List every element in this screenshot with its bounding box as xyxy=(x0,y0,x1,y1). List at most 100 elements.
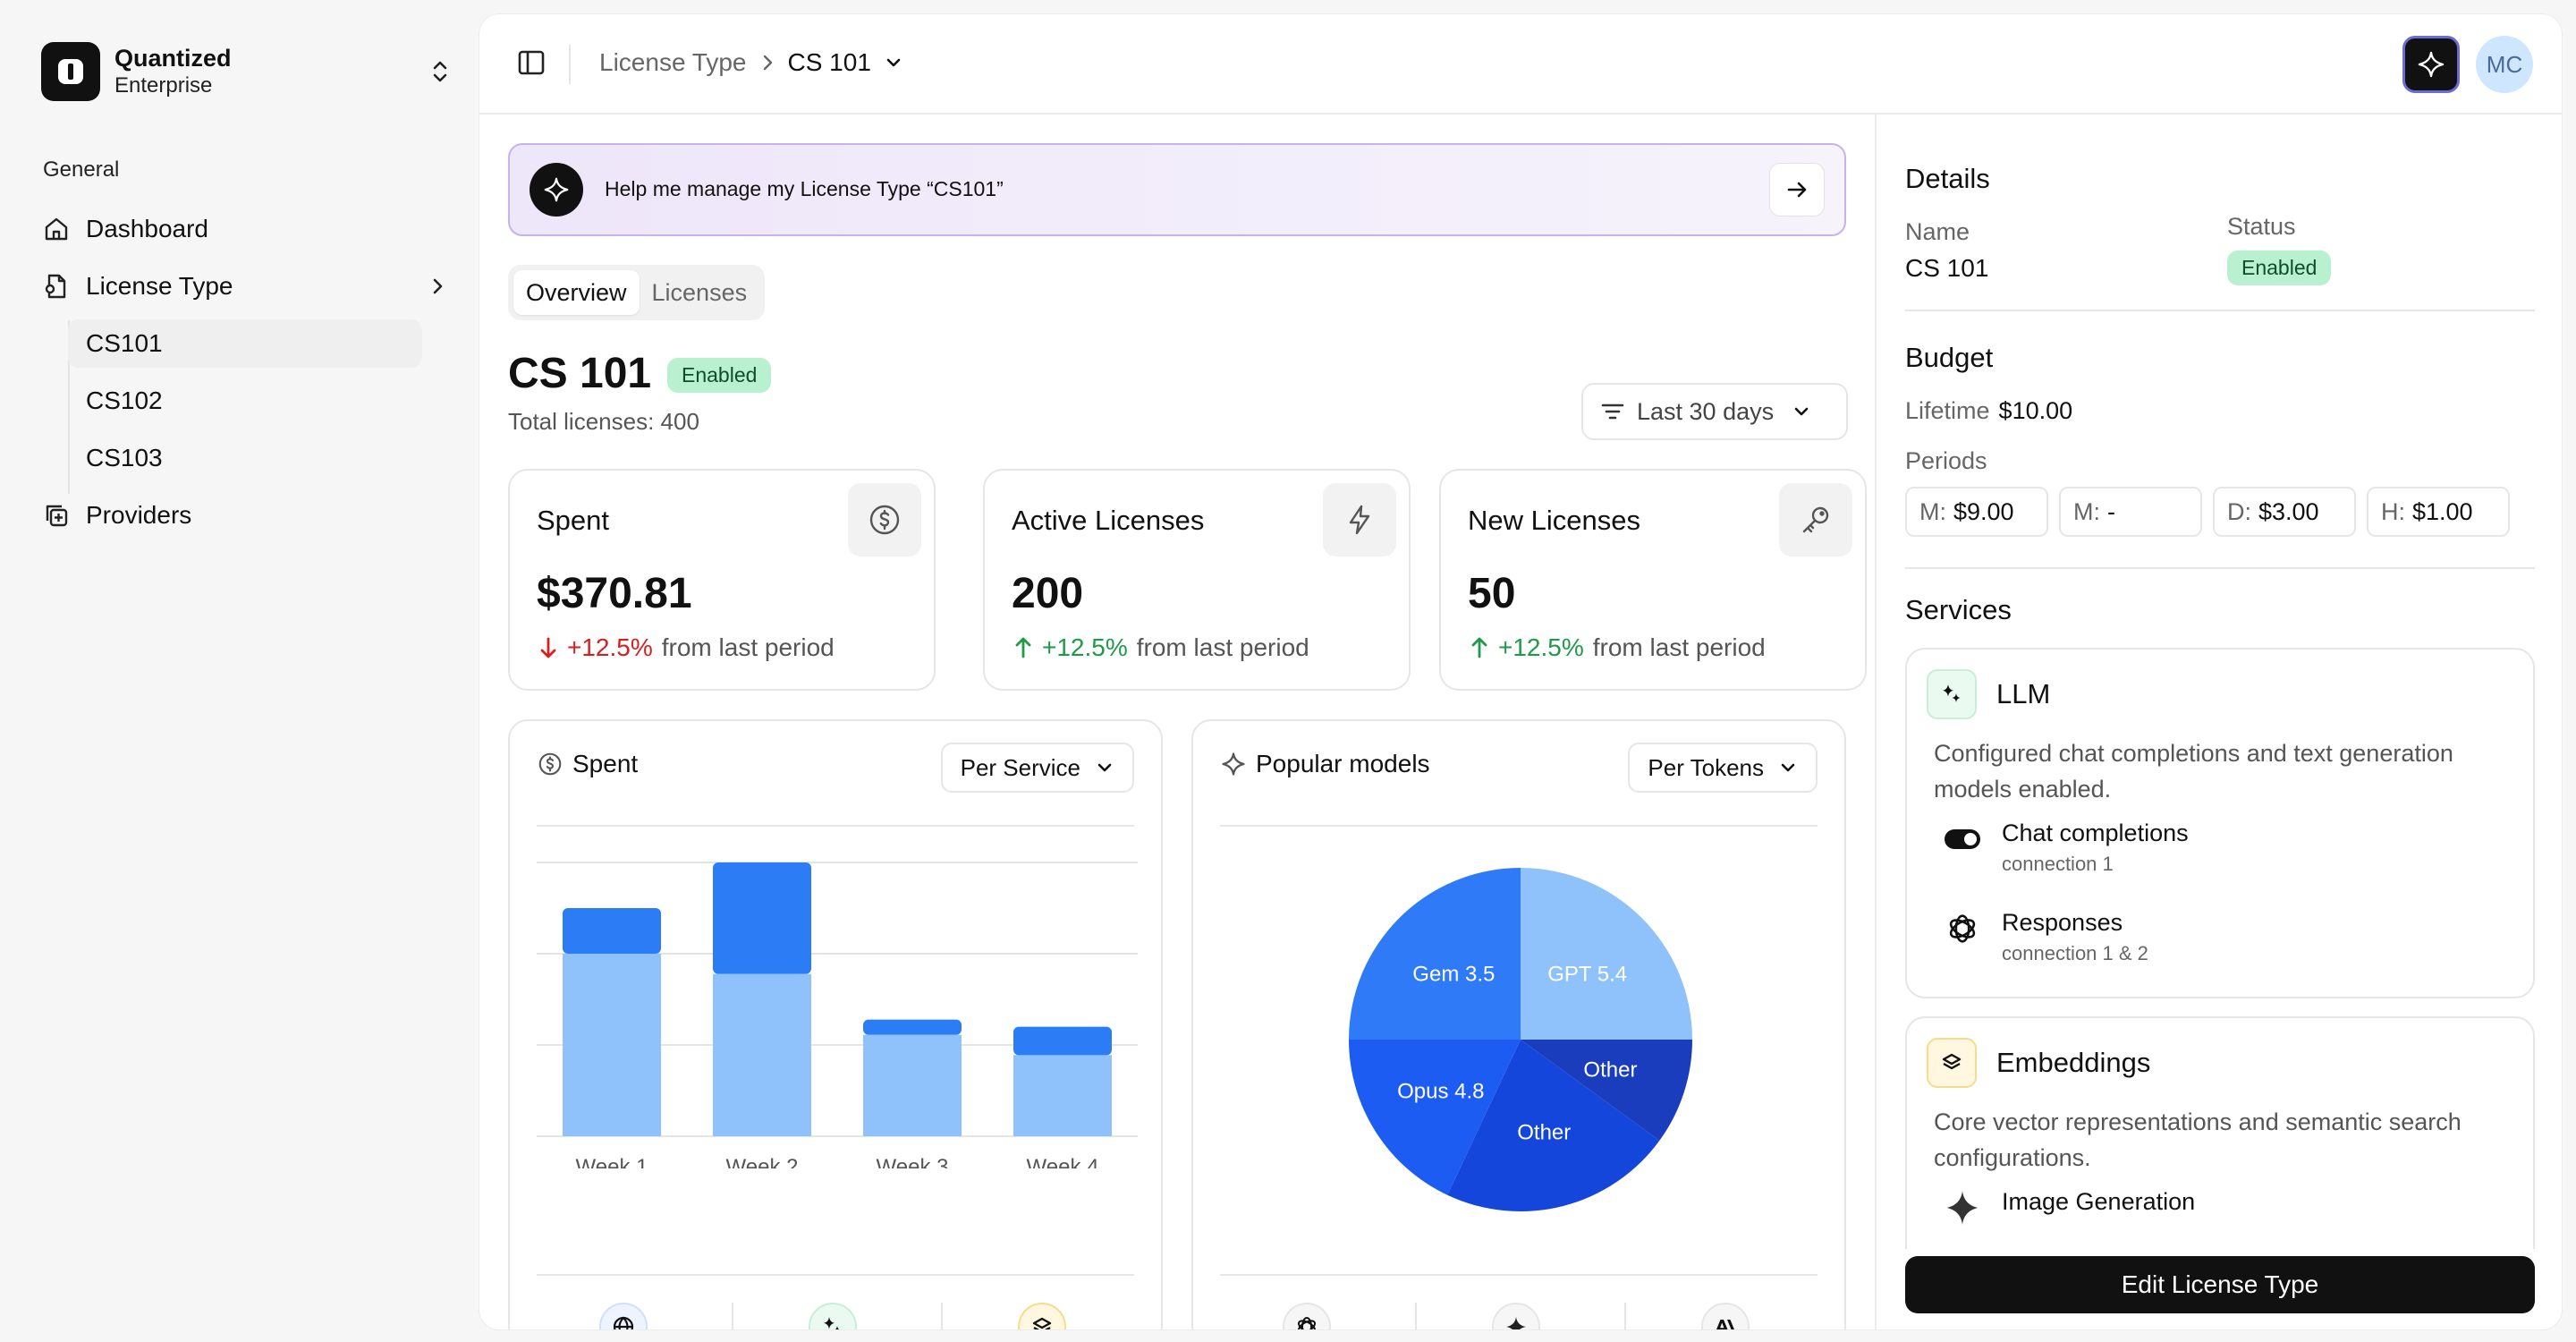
pie-slice-label: Opus 4.8 xyxy=(1397,1080,1484,1104)
models-pie-chart: GPT 5.4 Other Other Opus 4.8 Gem 3.5 xyxy=(1349,868,1692,1211)
sparkle-icon xyxy=(530,163,583,217)
sidebar-toggle-icon[interactable] xyxy=(515,47,547,79)
org-switcher[interactable]: Quantized Enterprise xyxy=(41,39,453,104)
stat-change: +12.5% from last period xyxy=(1012,633,1309,662)
x-tick-label: Week 1 xyxy=(576,1155,648,1168)
pie-slice-label: Other xyxy=(1583,1058,1637,1083)
anthropic-icon[interactable] xyxy=(1701,1303,1750,1329)
layers-icon[interactable] xyxy=(1018,1303,1066,1329)
page-title: CS 101 xyxy=(508,350,652,397)
period-monthly: M: $9.00 xyxy=(1905,487,2048,537)
tab-overview[interactable]: Overview xyxy=(513,270,640,315)
stat-change: +12.5% from last period xyxy=(537,633,835,662)
pie-slice-1[interactable] xyxy=(1521,1040,1692,1141)
spent-chart-card: Spent Per Service Week 1 Week 2 Week 3 Week… xyxy=(508,719,1163,1329)
date-range-filter[interactable]: Last 30 days xyxy=(1581,383,1848,440)
ai-assistant-button[interactable] xyxy=(2402,36,2460,93)
divider xyxy=(1905,310,2535,311)
org-logo xyxy=(41,42,100,101)
breadcrumb-current[interactable]: CS 101 xyxy=(787,48,871,76)
arrow-up-icon xyxy=(1012,635,1035,660)
service-name: LLM xyxy=(1996,678,2051,709)
chart-title-text: Spent xyxy=(572,750,639,777)
sidebar-subitem-cs101[interactable]: CS101 xyxy=(68,319,422,368)
chevron-up-down-icon[interactable] xyxy=(428,57,453,86)
popular-models-card: Popular models Per Tokens GPT 5.4 Other Ot… xyxy=(1191,719,1846,1329)
chevron-down-icon xyxy=(1778,758,1798,777)
stat-change-suffix: from last period xyxy=(1136,633,1309,661)
x-tick-label: Week 2 xyxy=(726,1155,799,1168)
sub-nav-guide xyxy=(68,320,70,494)
bar-week-2-s1[interactable] xyxy=(713,862,811,974)
avatar[interactable]: MC xyxy=(2476,36,2533,93)
arrow-up-icon xyxy=(1468,635,1491,660)
name-value: CS 101 xyxy=(1905,254,1989,282)
feature-chat-completions[interactable]: Chat completions connection 1 xyxy=(1943,820,2189,876)
feature-title: Image Generation xyxy=(2002,1188,2196,1215)
stat-card-spent: Spent $370.81 +12.5% from last period xyxy=(508,469,936,691)
sidebar-item-dashboard[interactable]: Dashboard xyxy=(41,204,453,254)
stat-label: Spent xyxy=(537,505,610,536)
sidebar-section-label: General xyxy=(43,157,120,182)
assistant-prompt-banner[interactable]: Help me manage my License Type “CS101” xyxy=(508,143,1846,236)
bar-week-1-s0[interactable] xyxy=(563,954,661,1136)
sparkle-icon xyxy=(2416,49,2446,80)
sidebar-subitem-cs102[interactable]: CS102 xyxy=(86,386,163,414)
services-heading: Services xyxy=(1905,594,2012,625)
service-card-embeddings[interactable]: Embeddings Core vector representations a… xyxy=(1905,1016,2535,1249)
feature-responses[interactable]: Responses connection 1 & 2 xyxy=(1943,909,2148,965)
main-panel: License Type CS 101 MC Help me manage my… xyxy=(479,14,2562,1329)
stat-change-percent: +12.5% xyxy=(567,633,653,661)
divider xyxy=(732,1303,733,1329)
dollar-circle-icon xyxy=(848,483,921,556)
assistant-submit-button[interactable] xyxy=(1769,163,1825,217)
openai-icon[interactable] xyxy=(1283,1303,1331,1329)
details-heading: Details xyxy=(1905,163,1990,194)
tab-licenses[interactable]: Licenses xyxy=(651,278,748,306)
service-card-llm[interactable]: LLM Configured chat completions and text… xyxy=(1905,648,2535,998)
bar-week-3-s0[interactable] xyxy=(863,1034,962,1136)
status-label: Status xyxy=(2227,213,2296,240)
filter-icon xyxy=(1599,399,1626,424)
gemini-icon[interactable] xyxy=(1492,1303,1540,1329)
pie-slice-3[interactable] xyxy=(1349,1040,1521,1195)
lifetime-value: $10.00 xyxy=(1998,397,2073,424)
providers-icon xyxy=(41,500,72,531)
bar-week-3-s1[interactable] xyxy=(863,1019,962,1035)
feature-image-generation[interactable]: Image Generation xyxy=(1943,1188,2195,1227)
stat-change: +12.5% from last period xyxy=(1468,633,1766,662)
sidebar-item-license-type[interactable]: License Type xyxy=(41,261,453,311)
stat-value: $370.81 xyxy=(537,570,692,617)
bar-week-4-s0[interactable] xyxy=(1013,1055,1112,1136)
stat-card-new-licenses: New Licenses 50 +12.5% from last period xyxy=(1439,469,1867,691)
globe-icon[interactable] xyxy=(599,1303,648,1329)
view-tabs: Overview Licenses xyxy=(508,265,766,320)
sidebar-subitem-cs103[interactable]: CS103 xyxy=(86,444,163,471)
pie-slice-4[interactable] xyxy=(1349,868,1521,1040)
bar-week-2-s0[interactable] xyxy=(713,973,811,1136)
per-service-select[interactable]: Per Service xyxy=(940,743,1134,793)
bar-week-4-s1[interactable] xyxy=(1013,1026,1112,1056)
feature-title: Chat completions xyxy=(2002,820,2189,846)
pie-slice-0[interactable] xyxy=(1521,868,1692,1040)
breadcrumb-parent[interactable]: License Type xyxy=(599,48,747,76)
stat-value: 50 xyxy=(1468,570,1516,617)
x-tick-label: Week 3 xyxy=(877,1155,949,1168)
chart-title: Popular models xyxy=(1220,750,1430,778)
sidebar-item-label: Providers xyxy=(86,501,192,529)
divider xyxy=(941,1303,943,1329)
llm-sparkle-icon[interactable] xyxy=(809,1303,857,1329)
bar-week-1-s1[interactable] xyxy=(563,908,661,954)
sidebar-item-providers[interactable]: Providers xyxy=(41,490,453,540)
x-tick-label: Week 4 xyxy=(1027,1155,1099,1168)
arrow-down-icon xyxy=(537,635,560,660)
period-monthly-2: M: - xyxy=(2059,487,2202,537)
chevron-down-icon[interactable] xyxy=(884,53,903,72)
edit-license-type-button[interactable]: Edit License Type xyxy=(1905,1256,2535,1313)
pie-slice-2[interactable] xyxy=(1447,1040,1660,1211)
per-tokens-select[interactable]: Per Tokens xyxy=(1628,743,1818,793)
service-name: Embeddings xyxy=(1996,1047,2151,1078)
llm-sparkle-icon xyxy=(1927,669,1977,719)
service-description: Configured chat completions and text gen… xyxy=(1934,740,2453,803)
select-value: Per Service xyxy=(960,753,1080,781)
